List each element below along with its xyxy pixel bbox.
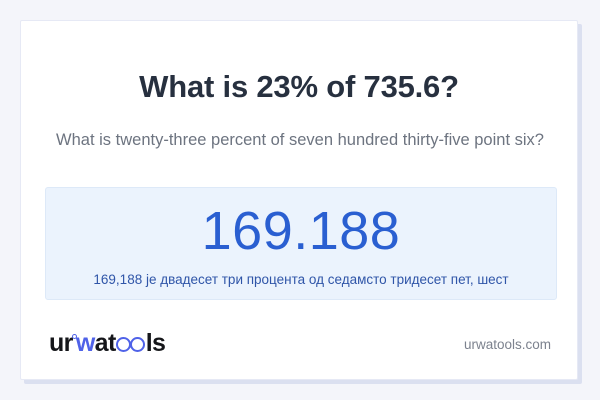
logo-text-w: w	[75, 329, 95, 357]
result-sentence: 169,188 је двадесет три процента од седа…	[93, 272, 509, 287]
page-title: What is 23% of 735.6?	[139, 69, 459, 104]
logo-glasses-icon	[115, 336, 146, 354]
result-value: 169.188	[201, 201, 401, 261]
result-box: 169.188 169,188 је двадесет три процента…	[45, 187, 557, 300]
question-subtitle: What is twenty-three percent of seven hu…	[56, 131, 544, 149]
result-card: What is 23% of 735.6? What is twenty-thr…	[20, 20, 578, 380]
logo-text-ls: ls	[145, 329, 166, 357]
logo-text-at: at	[94, 329, 117, 357]
footer-domain-label: urwatools.com	[463, 337, 551, 352]
brand-logo[interactable]: ur wat ls	[49, 329, 166, 357]
logo-text-ur: ur	[49, 329, 73, 357]
logo-ring-icon	[71, 333, 77, 339]
card-footer: ur wat ls urwatools.com	[21, 317, 577, 379]
